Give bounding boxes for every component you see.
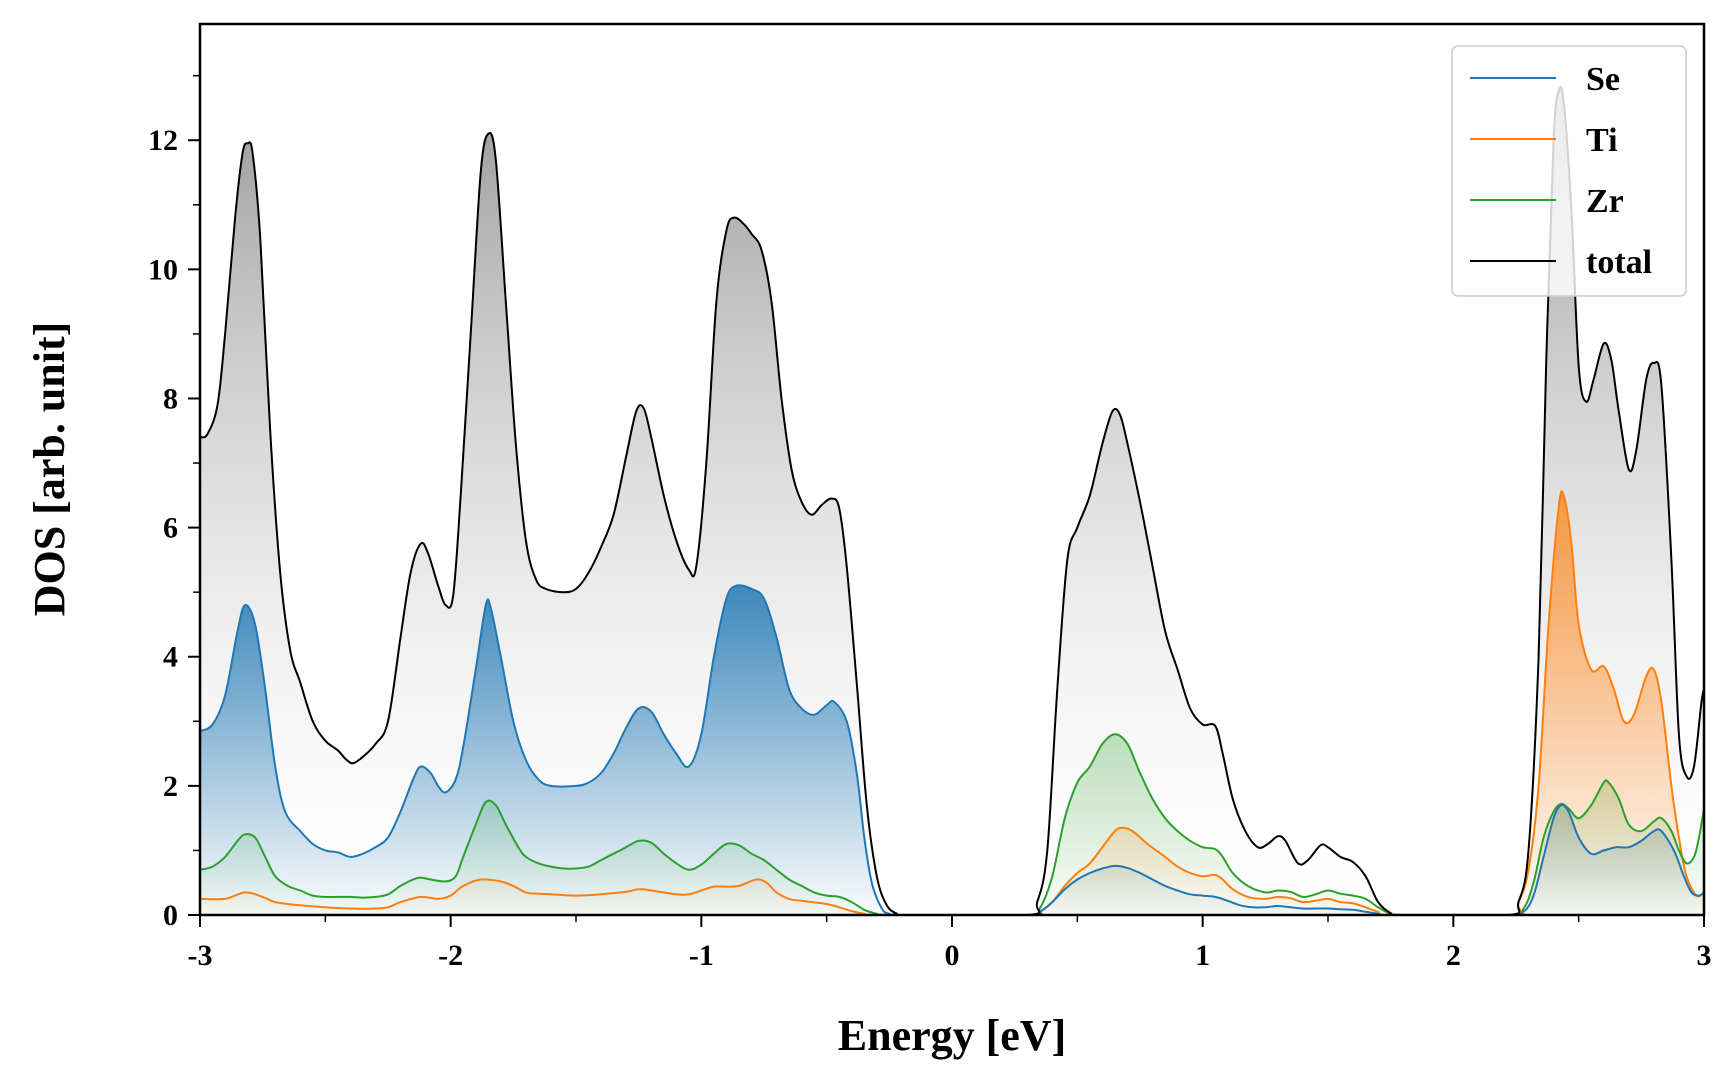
- x-tick-label: 2: [1446, 939, 1461, 972]
- legend-items: Se Ti Zr total: [1470, 61, 1652, 281]
- area-fill-total: [200, 86, 1704, 915]
- area-fill-se: [200, 585, 1704, 915]
- legend-label-zr: Zr: [1586, 183, 1624, 220]
- x-tick-label: 3: [1697, 939, 1712, 972]
- x-axis-label: Energy [eV]: [838, 1011, 1067, 1060]
- area-fills: [200, 86, 1704, 915]
- x-tick-label: 1: [1195, 939, 1210, 972]
- legend-label-ti: Ti: [1586, 122, 1618, 159]
- legend-box: [1451, 45, 1687, 297]
- y-tick-label: 10: [148, 253, 178, 286]
- series-line-ti: [199, 490, 1705, 917]
- x-tick-label: -1: [689, 939, 714, 972]
- y-axis-ticks: 0 2 4 6 8 10 12: [148, 74, 200, 932]
- legend: Se Ti Zr total: [1451, 45, 1687, 297]
- y-tick-label: 2: [163, 770, 178, 803]
- y-tick-label: 8: [163, 382, 178, 415]
- y-tick-label: 6: [163, 512, 178, 545]
- y-tick-label: 0: [163, 899, 178, 932]
- legend-label-se: Se: [1586, 61, 1620, 98]
- legend-label-total: total: [1586, 244, 1652, 281]
- y-tick-label: 4: [163, 641, 178, 674]
- series-line-total: [199, 86, 1705, 917]
- y-axis-label: DOS [arb. unit]: [25, 322, 74, 617]
- x-tick-label: -2: [438, 939, 463, 972]
- area-fill-zr: [200, 734, 1704, 915]
- x-tick-label: -3: [188, 939, 213, 972]
- series-line-zr: [199, 733, 1705, 917]
- area-fill-ti: [200, 491, 1704, 915]
- x-axis-ticks: -3 -2 -1 0 1 2 3: [188, 915, 1712, 972]
- x-tick-label: 0: [945, 939, 960, 972]
- y-tick-label: 12: [148, 124, 178, 157]
